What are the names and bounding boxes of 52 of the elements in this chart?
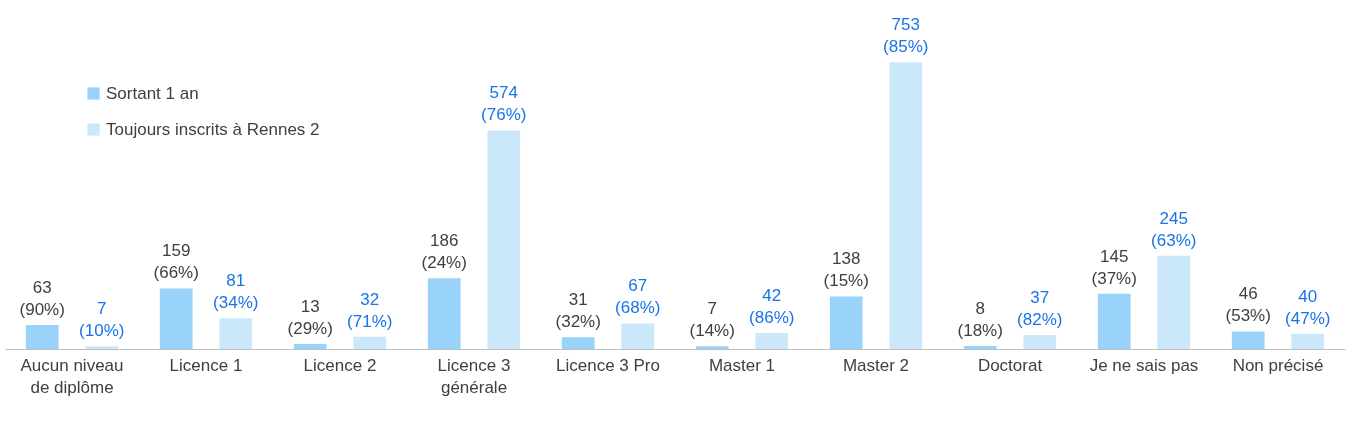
bar (353, 336, 387, 349)
x-tick-label: Licence 2 (303, 355, 377, 375)
data-label: 42 (86%) (749, 286, 795, 328)
data-label: 186 (24%) (421, 231, 467, 273)
bar (1157, 255, 1191, 349)
bar (1291, 333, 1325, 349)
data-label: 8 (18%) (957, 298, 1003, 340)
data-label: 31 (32%) (555, 290, 601, 332)
bar (293, 344, 327, 349)
bar (889, 62, 923, 349)
bar (159, 288, 193, 349)
data-label: 40 (47%) (1285, 286, 1331, 328)
bar (219, 318, 253, 349)
data-label: 7 (14%) (689, 299, 735, 341)
x-tick-label: Licence 1 (169, 355, 243, 375)
data-label: 13 (29%) (287, 297, 333, 339)
x-tick-label: Licence 3 générale (437, 355, 511, 397)
bar (1023, 334, 1057, 349)
data-label: 245 (63%) (1151, 208, 1197, 250)
bar (25, 325, 59, 349)
x-tick-label: Non précisé (1232, 355, 1324, 375)
data-label: 67 (68%) (615, 276, 661, 318)
x-tick-label: Licence 3 Pro (556, 355, 660, 375)
data-label: 37 (82%) (1017, 287, 1063, 329)
data-label: 63 (90%) (19, 278, 65, 320)
bar (695, 346, 729, 349)
bar (755, 333, 789, 349)
data-label: 32 (71%) (347, 289, 393, 331)
data-label: 159 (66%) (153, 241, 199, 283)
bar (1231, 331, 1265, 349)
data-label: 753 (85%) (883, 15, 929, 57)
data-label: 7 (10%) (79, 299, 125, 341)
x-tick-label: Master 1 (708, 355, 776, 375)
bar (829, 296, 863, 349)
bar (621, 323, 655, 349)
data-label: 138 (15%) (823, 249, 869, 291)
bar (1097, 293, 1131, 349)
x-tick-label: Doctorat (977, 355, 1043, 375)
bar (963, 345, 997, 349)
legend-label: Sortant 1 an (106, 83, 199, 103)
x-tick-label: Master 2 (842, 355, 910, 375)
bar (561, 337, 595, 349)
x-tick-label: Aucun niveau de diplôme (20, 355, 124, 397)
bar (427, 278, 461, 349)
data-label: 81 (34%) (213, 271, 259, 313)
data-label: 145 (37%) (1091, 246, 1137, 288)
data-label: 46 (53%) (1225, 284, 1271, 326)
x-tick-label: Je ne sais pas (1089, 355, 1199, 375)
data-label: 574 (76%) (481, 83, 527, 125)
bar (487, 130, 521, 349)
legend-label: Toujours inscrits à Rennes 2 (106, 119, 320, 139)
bar (85, 346, 119, 349)
